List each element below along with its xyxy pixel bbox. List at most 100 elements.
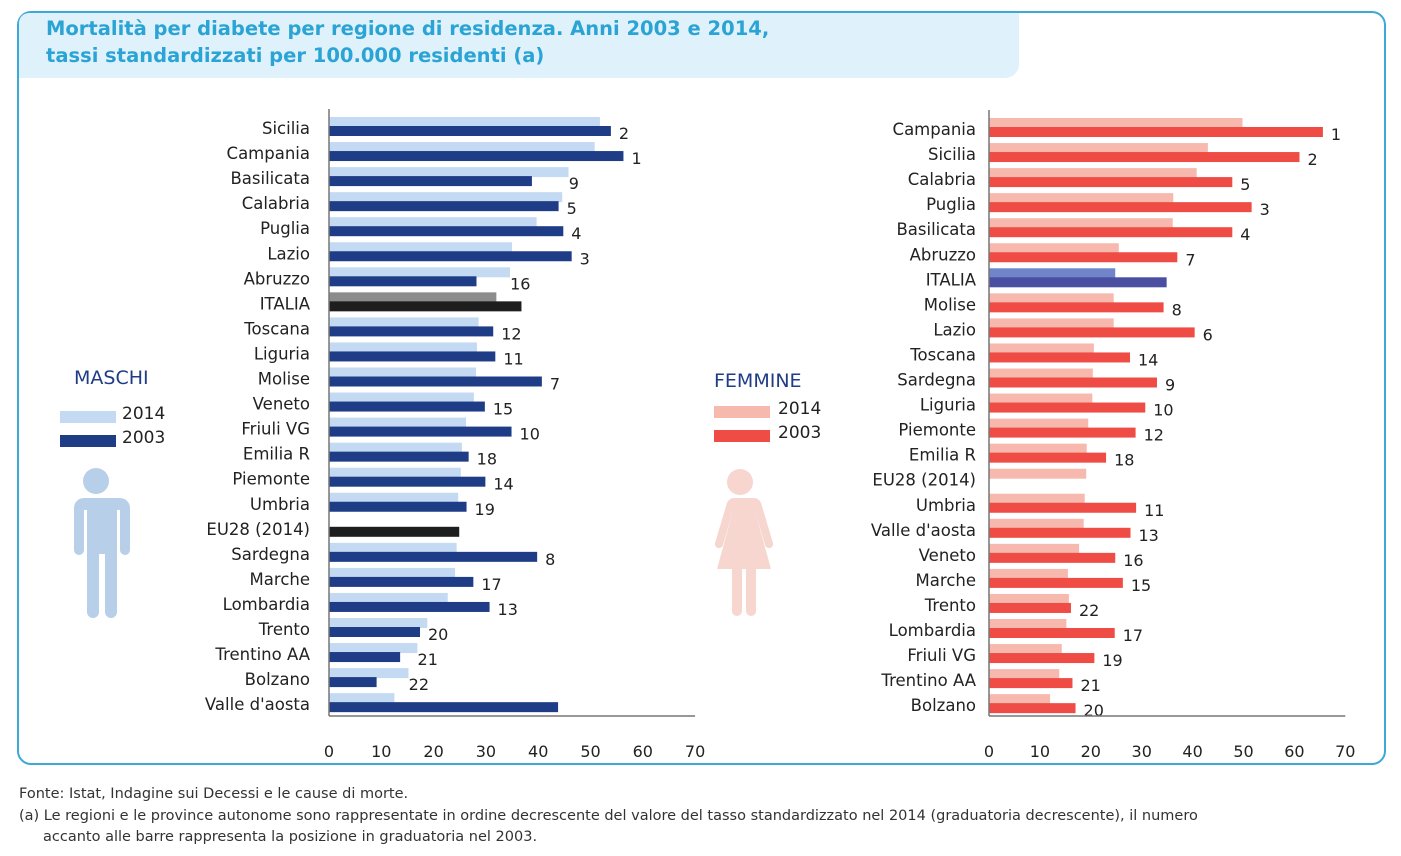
bar-2014-femmine-sardegna bbox=[989, 368, 1093, 379]
category-label-maschi-veneto: Veneto bbox=[253, 395, 310, 414]
category-label-maschi-molise: Molise bbox=[258, 370, 310, 389]
legend-femmine-2003-swatch bbox=[714, 430, 770, 442]
bar-2014-femmine-valle-d-aosta bbox=[989, 518, 1084, 529]
category-label-femmine-trentino-aa: Trentino AA bbox=[880, 671, 976, 690]
category-label-maschi-lombardia: Lombardia bbox=[223, 595, 310, 614]
bar-2003-femmine-bolzano bbox=[989, 703, 1076, 714]
x-tick-maschi-70: 70 bbox=[685, 742, 705, 761]
category-label-femmine-italia: ITALIA bbox=[926, 270, 977, 289]
category-label-maschi-umbria: Umbria bbox=[250, 495, 310, 514]
category-label-femmine-basilicata: Basilicata bbox=[896, 220, 976, 239]
bar-2014-maschi-piemonte bbox=[329, 467, 461, 478]
category-label-femmine-lombardia: Lombardia bbox=[889, 621, 976, 640]
bar-2003-maschi-toscana bbox=[329, 326, 494, 337]
category-label-femmine-valle-d-aosta: Valle d'aosta bbox=[871, 521, 976, 540]
bar-2014-maschi-sicilia bbox=[329, 117, 600, 127]
rank-label-maschi-trentino-aa: 21 bbox=[418, 650, 438, 669]
rank-label-maschi-sicilia: 2 bbox=[619, 124, 629, 143]
bar-2014-femmine-molise bbox=[989, 293, 1114, 304]
rank-label-femmine-puglia: 3 bbox=[1260, 200, 1270, 219]
x-tick-femmine-10: 10 bbox=[1030, 742, 1050, 761]
rank-label-femmine-bolzano: 20 bbox=[1084, 701, 1104, 720]
category-label-femmine-toscana: Toscana bbox=[909, 345, 976, 364]
rank-label-maschi-campania: 1 bbox=[631, 149, 641, 168]
rank-label-maschi-molise: 7 bbox=[550, 375, 560, 394]
bar-2014-maschi-lombardia bbox=[329, 592, 448, 603]
bar-2003-femmine-puglia bbox=[989, 202, 1252, 213]
bar-2014-maschi-marche bbox=[329, 567, 456, 578]
bar-2014-femmine-italia bbox=[989, 268, 1116, 279]
category-label-maschi-eu28-2014: EU28 (2014) bbox=[206, 520, 310, 539]
chart-title-line-1: Mortalità per diabete per regione di res… bbox=[46, 17, 770, 40]
x-tick-maschi-0: 0 bbox=[324, 742, 334, 761]
category-label-femmine-sardegna: Sardegna bbox=[897, 371, 976, 390]
category-label-femmine-piemonte: Piemonte bbox=[898, 421, 976, 440]
category-label-femmine-trento: Trento bbox=[924, 596, 976, 615]
bar-2014-femmine-lombardia bbox=[989, 619, 1067, 629]
bar-2003-maschi-sardegna bbox=[329, 551, 538, 562]
bar-2003-maschi-lombardia bbox=[329, 601, 490, 612]
bar-2003-femmine-campania bbox=[989, 127, 1323, 137]
rank-label-maschi-basilicata: 9 bbox=[569, 174, 579, 193]
bar-2003-maschi-liguria bbox=[329, 351, 496, 362]
x-tick-maschi-10: 10 bbox=[371, 742, 391, 761]
bar-2014-maschi-puglia bbox=[329, 217, 537, 228]
rank-label-maschi-liguria: 11 bbox=[503, 349, 523, 368]
bar-2014-maschi-lazio bbox=[329, 242, 513, 253]
category-label-maschi-friuli-vg: Friuli VG bbox=[241, 420, 310, 439]
bar-2014-maschi-abruzzo bbox=[329, 267, 510, 278]
bar-2014-femmine-trento bbox=[989, 593, 1069, 604]
x-tick-femmine-30: 30 bbox=[1132, 742, 1152, 761]
bar-2003-maschi-sicilia bbox=[329, 126, 611, 136]
bar-2003-maschi-molise bbox=[329, 376, 542, 387]
bar-2014-femmine-emilia-r bbox=[989, 443, 1087, 454]
category-label-femmine-veneto: Veneto bbox=[919, 546, 976, 565]
chart-frame bbox=[17, 11, 1386, 765]
female-figure-icon bbox=[714, 469, 774, 616]
bar-2014-femmine-liguria bbox=[989, 393, 1093, 404]
bar-2014-femmine-puglia bbox=[989, 193, 1174, 204]
category-label-femmine-sicilia: Sicilia bbox=[928, 145, 976, 164]
category-label-maschi-trento: Trento bbox=[258, 620, 310, 639]
bar-2014-maschi-valle-d-aosta bbox=[329, 693, 395, 704]
bar-2003-femmine-toscana bbox=[989, 352, 1130, 363]
bar-2014-maschi-sardegna bbox=[329, 542, 457, 553]
bar-2003-femmine-abruzzo bbox=[989, 252, 1178, 263]
chart-panel-femmine: Campania 1 Sicilia 2 Calabria 5 Puglia 3 Basilic… bbox=[871, 110, 1355, 761]
category-label-maschi-campania: Campania bbox=[227, 144, 310, 163]
footnote-a-line-2: accanto alle barre rappresenta la posizi… bbox=[43, 829, 538, 845]
category-label-maschi-sicilia: Sicilia bbox=[262, 119, 310, 138]
rank-label-femmine-toscana: 14 bbox=[1138, 350, 1158, 369]
bar-2014-femmine-trentino-aa bbox=[989, 669, 1060, 680]
rank-label-femmine-veneto: 16 bbox=[1123, 551, 1143, 570]
bar-2014-femmine-eu28-2014 bbox=[989, 468, 1087, 479]
legend-maschi-2014-swatch bbox=[60, 411, 116, 423]
x-tick-femmine-70: 70 bbox=[1335, 742, 1355, 761]
rank-label-femmine-abruzzo: 7 bbox=[1185, 250, 1195, 269]
bar-2014-femmine-bolzano bbox=[989, 694, 1051, 705]
bar-2014-femmine-campania bbox=[989, 118, 1243, 128]
bar-2003-maschi-trento bbox=[329, 627, 421, 637]
bar-2014-femmine-sicilia bbox=[989, 143, 1208, 154]
rank-label-femmine-liguria: 10 bbox=[1153, 401, 1173, 420]
category-label-maschi-valle-d-aosta: Valle d'aosta bbox=[205, 695, 310, 714]
bar-2014-maschi-toscana bbox=[329, 317, 479, 328]
bar-2014-maschi-veneto bbox=[329, 392, 474, 403]
bar-2003-maschi-calabria bbox=[329, 201, 559, 212]
chart-panel-maschi: Sicilia 2 Campania 1 Basilicata 9 Calabria 5 Pug… bbox=[205, 109, 705, 761]
bar-2003-femmine-trento bbox=[989, 602, 1071, 613]
bar-2003-maschi-umbria bbox=[329, 501, 467, 512]
bar-2014-femmine-piemonte bbox=[989, 418, 1089, 429]
bar-2003-femmine-lombardia bbox=[989, 628, 1115, 638]
rank-label-maschi-marche: 17 bbox=[481, 575, 501, 594]
bar-2003-maschi-emilia-r bbox=[329, 451, 469, 462]
bar-2003-maschi-campania bbox=[329, 151, 624, 162]
category-label-femmine-marche: Marche bbox=[916, 571, 976, 590]
legend-maschi-2014-label: 2014 bbox=[122, 404, 166, 424]
bar-2003-maschi-bolzano bbox=[329, 677, 377, 688]
category-label-maschi-emilia-r: Emilia R bbox=[243, 445, 310, 464]
category-label-femmine-friuli-vg: Friuli VG bbox=[907, 646, 976, 665]
category-label-maschi-liguria: Liguria bbox=[254, 344, 310, 363]
bar-2003-maschi-piemonte bbox=[329, 476, 486, 487]
category-label-femmine-umbria: Umbria bbox=[916, 496, 976, 515]
